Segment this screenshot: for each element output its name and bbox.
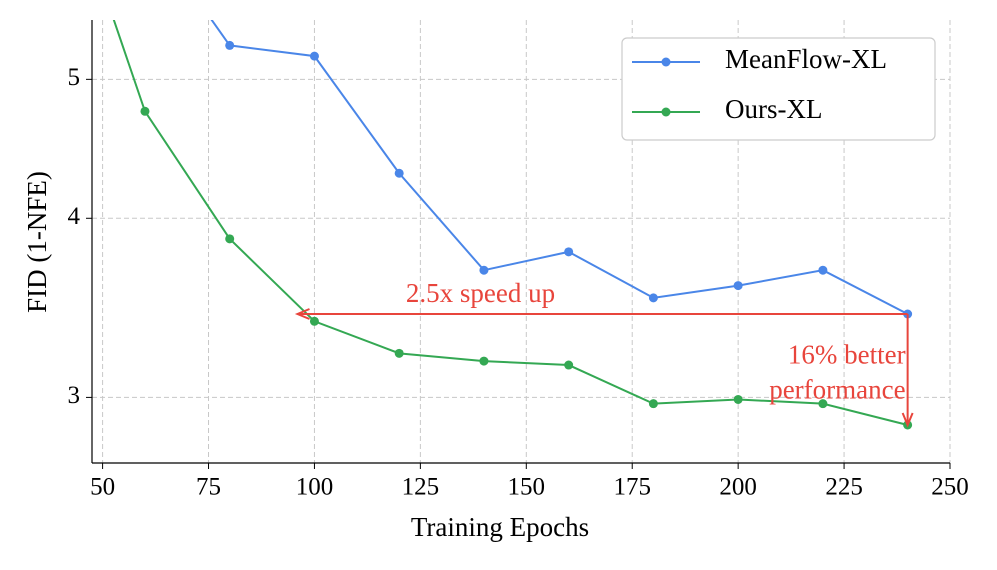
- x-axis-label: Training Epochs: [411, 512, 589, 542]
- x-tick-label: 125: [402, 474, 440, 501]
- x-tick-label: 175: [613, 474, 651, 501]
- series-line: [210, 20, 909, 315]
- annotation-text: performance: [769, 375, 905, 405]
- y-axis-label: FID (1-NFE): [22, 171, 52, 313]
- annotation-text: 16% better: [788, 340, 906, 370]
- x-tick-label: 50: [90, 474, 115, 501]
- x-tick-label: 200: [719, 474, 757, 501]
- data-point: [309, 51, 319, 61]
- data-point: [564, 247, 574, 257]
- data-point: [309, 316, 319, 326]
- data-point: [394, 348, 404, 358]
- legend-label: Ours-XL: [725, 94, 822, 124]
- data-point: [733, 281, 743, 291]
- y-tick-label: 4: [68, 203, 81, 230]
- data-point: [818, 265, 828, 275]
- legend-label: MeanFlow-XL: [725, 44, 887, 74]
- y-tick-label: 5: [68, 64, 81, 91]
- data-point: [733, 394, 743, 404]
- x-tick-label: 225: [825, 474, 863, 501]
- arrow-head: [294, 308, 310, 320]
- data-point: [140, 106, 150, 116]
- data-point: [479, 265, 489, 275]
- plot-area: [112, 20, 913, 430]
- data-point: [225, 234, 235, 244]
- x-tick-label: 150: [508, 474, 546, 501]
- data-point: [648, 399, 658, 409]
- y-tick-label: 3: [68, 382, 81, 409]
- data-point: [394, 168, 404, 178]
- arrow-head: [901, 412, 914, 428]
- x-tick-label: 250: [931, 474, 969, 501]
- data-point: [818, 399, 828, 409]
- data-point: [479, 356, 489, 366]
- data-point: [564, 360, 574, 370]
- legend-marker: [661, 107, 671, 117]
- legend-box: [621, 37, 936, 141]
- annotation-text: 2.5x speed up: [406, 278, 555, 308]
- data-point: [225, 40, 235, 50]
- x-tick-label: 100: [296, 474, 334, 501]
- data-point: [648, 293, 658, 303]
- x-tick-label: 75: [196, 474, 221, 501]
- legend-marker: [661, 57, 671, 67]
